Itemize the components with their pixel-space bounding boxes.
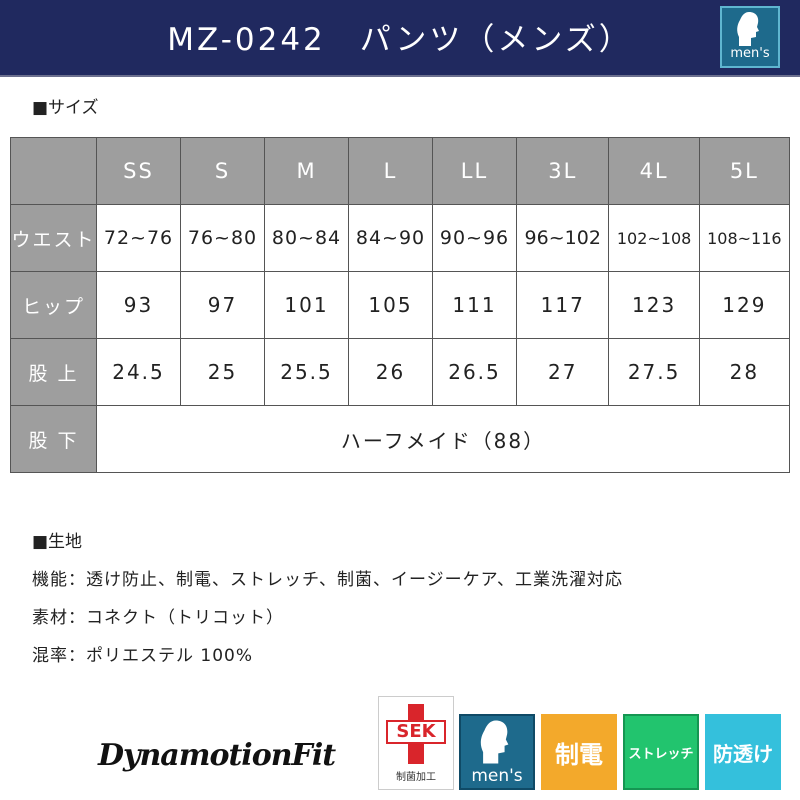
row-header: ヒップ [10, 271, 97, 339]
table-row-waist: ウエスト 72~76 76~80 80~84 84~90 90~96 96~10… [10, 204, 791, 272]
column-header: LL [432, 137, 517, 205]
size-heading: ■サイズ [32, 98, 99, 118]
table-cell: 129 [698, 271, 791, 339]
table-cell: 111 [432, 271, 517, 339]
table-cell: 117 [515, 271, 610, 339]
table-cell: 102~108 [608, 204, 700, 272]
table-cell: 26 [348, 338, 433, 406]
see-through-prevention-badge: 防透け [705, 714, 781, 790]
spec-function: 機能：透け防止、制電、ストレッチ、制菌、イージーケア、工業洗濯対応 [32, 570, 623, 590]
table-cell: 80~84 [264, 204, 349, 272]
table-cell: 27.5 [608, 338, 700, 406]
table-cell: 96~102 [515, 204, 610, 272]
table-cell: 24.5 [96, 338, 181, 406]
mens-icon-badge: men's [459, 714, 535, 790]
table-row-hip: ヒップ 93 97 101 105 111 117 123 129 [10, 271, 791, 339]
table-cell: 90~96 [432, 204, 517, 272]
table-cell: 108~116 [698, 204, 791, 272]
column-header: 3L [515, 137, 610, 205]
spec-material: 素材：コネクト（トリコット） [32, 608, 284, 628]
table-cell: 25 [180, 338, 265, 406]
mens-silhouette-icon [480, 720, 509, 764]
table-header-row: SS S M L LL 3L 4L 5L [10, 137, 791, 205]
row-header: 股 上 [10, 338, 97, 406]
stretch-badge: ストレッチ [623, 714, 699, 790]
corner-cell [10, 137, 97, 205]
mens-silhouette-icon [737, 12, 759, 46]
table-cell: 123 [608, 271, 700, 339]
table-cell: 25.5 [264, 338, 349, 406]
table-cell: 84~90 [348, 204, 433, 272]
row-header: ウエスト [10, 204, 97, 272]
spec-composition: 混率：ポリエステル 100% [32, 646, 254, 666]
table-cell: 93 [96, 271, 181, 339]
sek-badge: SEK 制菌加工 [378, 696, 454, 790]
sek-cross-icon: SEK [386, 703, 446, 764]
antistatic-badge: 制電 [541, 714, 617, 790]
table-row-rise: 股 上 24.5 25 25.5 26 26.5 27 27.5 28 [10, 338, 791, 406]
fabric-heading: ■生地 [32, 532, 83, 552]
row-header: 股 下 [10, 405, 97, 473]
mens-badge-label: men's [730, 46, 770, 61]
table-cell: 28 [698, 338, 791, 406]
table-cell: 76~80 [180, 204, 265, 272]
column-header: M [264, 137, 349, 205]
column-header: L [348, 137, 433, 205]
table-cell: 27 [515, 338, 610, 406]
table-cell: 105 [348, 271, 433, 339]
mens-label: men's [471, 766, 523, 786]
table-cell: 101 [264, 271, 349, 339]
column-header: 4L [608, 137, 700, 205]
sek-caption: 制菌加工 [396, 771, 436, 783]
mens-badge: men's [720, 6, 780, 68]
title-banner: MZ-0242 パンツ（メンズ） men's [0, 0, 800, 77]
page-title: MZ-0242 パンツ（メンズ） [167, 22, 633, 58]
column-header: S [180, 137, 265, 205]
brand-logo: DynamotionFit [98, 738, 336, 773]
column-header: 5L [698, 137, 791, 205]
table-cell: 97 [180, 271, 265, 339]
table-cell-merged: ハーフメイド（88） [96, 405, 790, 473]
table-row-inseam: 股 下 ハーフメイド（88） [10, 405, 790, 473]
column-header: SS [96, 137, 181, 205]
size-table: SS S M L LL 3L 4L 5L ウエスト 72~76 76~80 80… [10, 137, 791, 473]
table-cell: 72~76 [96, 204, 181, 272]
table-cell: 26.5 [432, 338, 517, 406]
